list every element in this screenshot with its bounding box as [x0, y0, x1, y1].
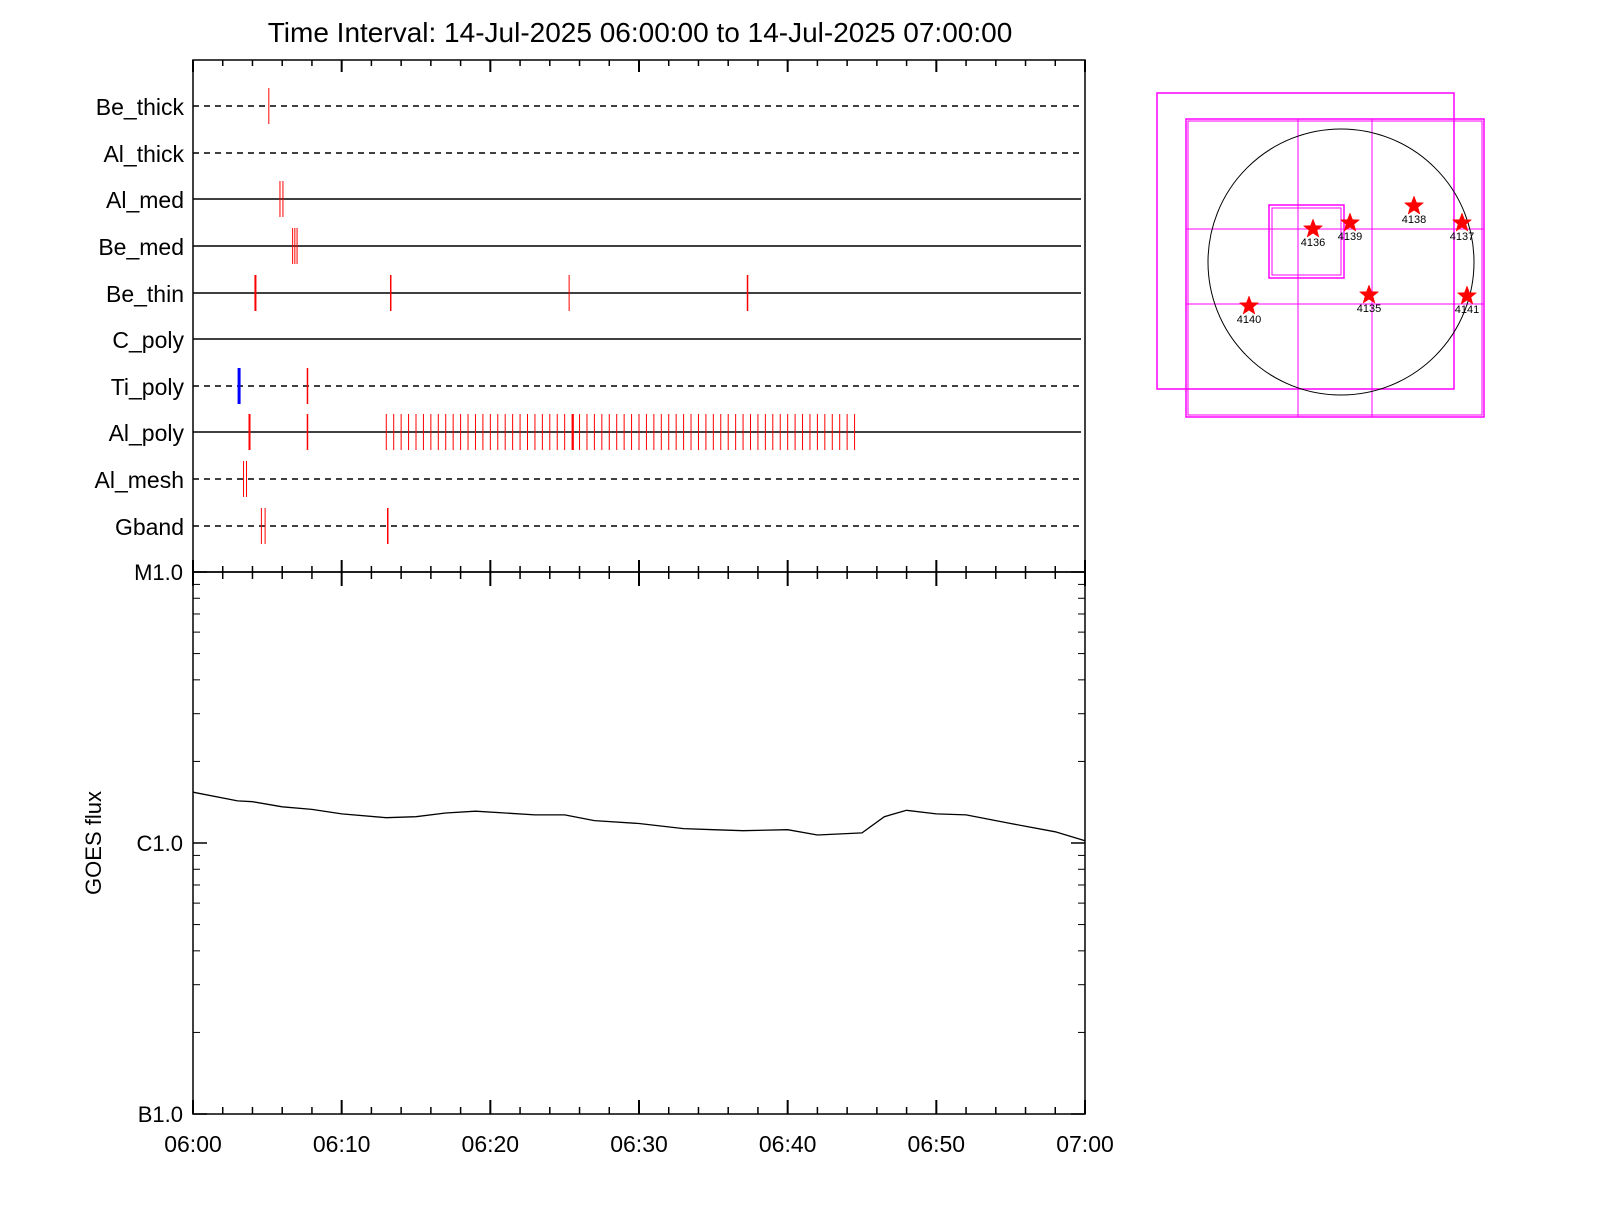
region-label: 4136 — [1301, 237, 1325, 249]
x-tick-label: 06:10 — [313, 1131, 371, 1157]
row-label-Be_thick: Be_thick — [96, 94, 185, 120]
goes-flux-line — [192, 791, 1086, 842]
region-star-marker — [1451, 212, 1473, 232]
region-star-marker — [1358, 284, 1380, 304]
region-label: 4139 — [1338, 231, 1362, 243]
row-label-Al_thick: Al_thick — [103, 141, 184, 167]
region-label: 4140 — [1237, 314, 1261, 326]
row-label-Be_thin: Be_thin — [106, 281, 184, 307]
region-label: 4138 — [1402, 214, 1426, 226]
y-axis-label: GOES flux — [81, 791, 106, 895]
x-tick-label: 06:20 — [462, 1131, 520, 1157]
region-star-marker — [1302, 218, 1324, 238]
goes-frame — [192, 571, 1086, 1115]
row-label-Al_mesh: Al_mesh — [95, 467, 184, 493]
region-label: 4141 — [1455, 304, 1479, 316]
row-label-C_poly: C_poly — [112, 327, 184, 353]
row-label-Be_med: Be_med — [98, 234, 184, 260]
row-label-Ti_poly: Ti_poly — [111, 374, 185, 400]
solar-limb — [1207, 128, 1475, 396]
x-tick-label: 06:30 — [610, 1131, 668, 1157]
region-star-marker — [1456, 285, 1478, 305]
row-label-Al_med: Al_med — [106, 187, 184, 213]
fov-frame-outer — [1156, 92, 1455, 390]
chart-title: Time Interval: 14-Jul-2025 06:00:00 to 1… — [268, 17, 1013, 48]
row-label-Al_poly: Al_poly — [109, 420, 185, 446]
region-star-marker — [1238, 295, 1260, 315]
region-label: 4137 — [1450, 231, 1474, 243]
region-star-marker — [1403, 195, 1425, 215]
x-tick-label: 06:50 — [908, 1131, 966, 1157]
y-tick-label: C1.0 — [137, 831, 183, 856]
x-tick-label: 07:00 — [1056, 1131, 1114, 1157]
timeline-panel: Be_thick Al_thick Al_med Be_med Be_thin C_pol… — [95, 59, 1086, 573]
fov-frame-small-inner — [1271, 207, 1342, 276]
solar-disk-map: 4140 4136 4139 4135 4138 4137 4141 — [1156, 92, 1485, 418]
y-tick-label: B1.0 — [138, 1102, 183, 1127]
x-tick-label: 06:40 — [759, 1131, 817, 1157]
y-tick-label: M1.0 — [134, 560, 183, 585]
fov-frame-small — [1268, 204, 1345, 279]
fov-frame-large-inner — [1187, 120, 1483, 416]
fov-frame-large — [1185, 118, 1485, 418]
goes-panel: B1.0 C1.0 M1.0 06:00 06:10 06:20 06:30 06:40 06:… — [81, 560, 1114, 1157]
timeline-frame — [192, 59, 1086, 573]
row-label-Gband: Gband — [115, 514, 184, 540]
x-tick-label: 06:00 — [164, 1131, 222, 1157]
region-star-marker — [1339, 212, 1361, 232]
region-label: 4135 — [1357, 303, 1381, 315]
